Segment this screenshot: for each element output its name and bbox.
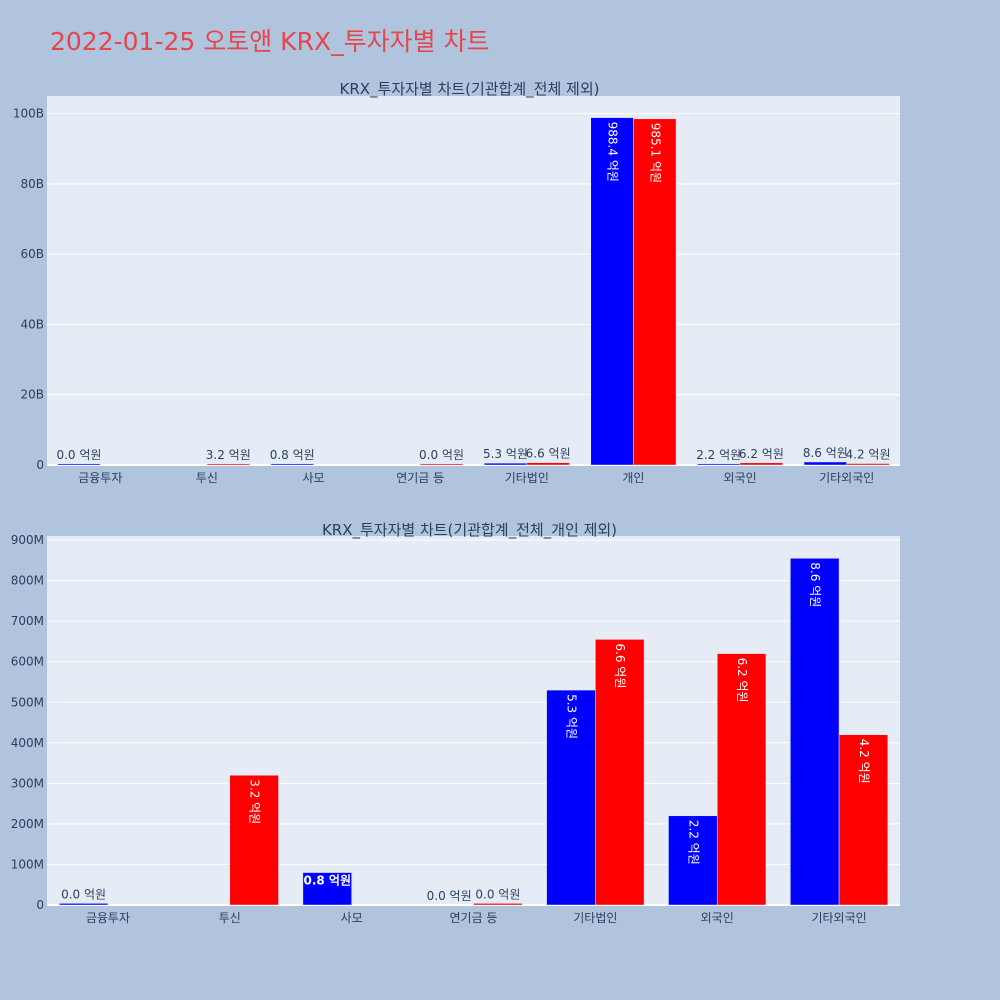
chart2-bar-sell [229,774,279,906]
chart1-title: KRX_투자자별 차트(기관합계_전체 제외) [340,80,600,99]
chart1-data-label: 3.2 억원 [206,448,251,462]
chart2-data-label: 0.8 억원 [304,874,352,888]
chart2-x-tick-label: 금융투자 [86,911,130,925]
chart2-data-label: 0.0 억원 [475,887,520,901]
chart1-data-label: 985.1 억원 [648,123,662,183]
chart2-data-label: 4.2 억원 [857,739,871,784]
chart2-data-label: 3.2 억원 [248,779,262,824]
chart1-bar-sell [633,118,677,466]
chart2-y-tick-label: 900M [11,533,44,547]
chart2-x-tick-label: 기타외국인 [811,911,866,925]
chart2-x-tick-label: 사모 [341,911,363,925]
chart2-y-tick-label: 400M [11,736,44,750]
chart2-data-label: 2.2 억원 [686,820,700,865]
chart1-bar-sell [526,462,570,466]
chart2-x-tick-label: 외국인 [701,911,734,925]
chart2-bar-sell [716,653,767,906]
chart1-bar-buy [483,462,528,466]
chart2-plot-area [47,536,900,905]
chart2-bar-sell [473,903,523,906]
chart2-y-tick-label: 600M [11,655,44,669]
chart-2-investor-bars-excl-individual: KRX_투자자별 차트(기관합계_전체_개인 제외) 0 100M 200M 300M 4… [11,521,900,925]
chart1-bar-sell [739,462,783,466]
chart2-bar-buy [58,903,109,906]
chart2-bar-sell [595,639,645,906]
chart2-data-label: 5.3 억원 [564,694,578,739]
chart1-bar-sell [419,463,464,466]
chart1-bar-buy [57,463,101,466]
chart-1-investor-bars: KRX_투자자별 차트(기관합계_전체 제외) 0 20B 40B 60B 80B 100B… [13,80,900,485]
chart1-data-label: 0.8 억원 [270,448,315,462]
chart1-y-tick-label: 100B [13,107,44,121]
chart2-y-tick-label: 500M [11,695,44,709]
chart1-y-tick-label: 80B [20,177,44,191]
chart1-data-label: 0.0 억원 [56,448,101,462]
chart2-x-tick-label: 연기금 등 [450,911,498,925]
chart2-data-label: 0.0 억원 [61,887,106,901]
page-title: 2022-01-25 오토앤 KRX_투자자별 차트 [50,27,490,56]
chart1-bar-buy [697,463,741,466]
chart1-x-tick-label: 기타외국인 [819,471,874,485]
chart2-title: KRX_투자자별 차트(기관합계_전체_개인 제외) [322,521,617,540]
chart2-bar-buy [668,815,718,906]
chart2-data-label: 8.6 억원 [808,562,822,607]
chart1-x-tick-label: 사모 [303,471,325,485]
chart1-data-label: 2.2 억원 [696,448,741,462]
chart1-y-tick-label: 0 [36,458,44,472]
chart1-bar-sell [206,463,250,466]
chart2-data-label: 6.6 억원 [613,643,627,688]
chart2-bar-buy [302,872,352,906]
chart1-data-label: 6.2 억원 [739,447,784,461]
chart1-x-tick-label: 투신 [196,471,218,485]
chart2-y-tick-label: 200M [11,817,44,831]
chart2-bar-buy [546,689,596,906]
chart1-y-tick-label: 40B [20,317,44,331]
chart1-bar-buy [270,463,314,466]
chart1-bar-buy [803,461,847,466]
chart2-x-tick-label: 기타법인 [573,911,617,925]
chart1-x-tick-label: 연기금 등 [396,471,444,485]
chart2-bar-sell [838,734,889,906]
chart2-y-tick-label: 0 [36,898,44,912]
chart1-data-label: 8.6 억원 [803,446,848,460]
chart2-y-tick-label: 300M [11,776,44,790]
chart2-bar-buy [790,558,840,906]
chart2-y-tick-label: 100M [11,857,44,871]
chart1-x-tick-label: 기타법인 [505,471,549,485]
chart2-data-label: 0.0 억원 [427,889,472,903]
chart1-bar-sell [846,463,890,466]
chart1-data-label: 0.0 억원 [419,448,464,462]
chart2-data-label: 6.2 억원 [735,658,749,703]
chart1-data-label: 6.6 억원 [526,447,571,461]
chart1-data-label: 988.4 억원 [606,122,620,182]
chart1-x-tick-label: 외국인 [724,471,757,485]
chart1-plot-area [47,96,900,465]
chart1-y-tick-label: 20B [20,388,44,402]
chart1-x-tick-label: 금융투자 [78,471,122,485]
chart2-y-tick-label: 800M [11,574,44,588]
chart1-data-label: 4.2 억원 [846,448,891,462]
chart1-bar-buy [590,117,634,466]
chart2-x-tick-label: 투신 [219,911,241,925]
chart1-x-tick-label: 개인 [622,471,644,485]
chart2-y-tick-label: 700M [11,614,44,628]
chart1-y-tick-label: 60B [20,247,44,261]
chart1-data-label: 5.3 억원 [483,447,528,461]
